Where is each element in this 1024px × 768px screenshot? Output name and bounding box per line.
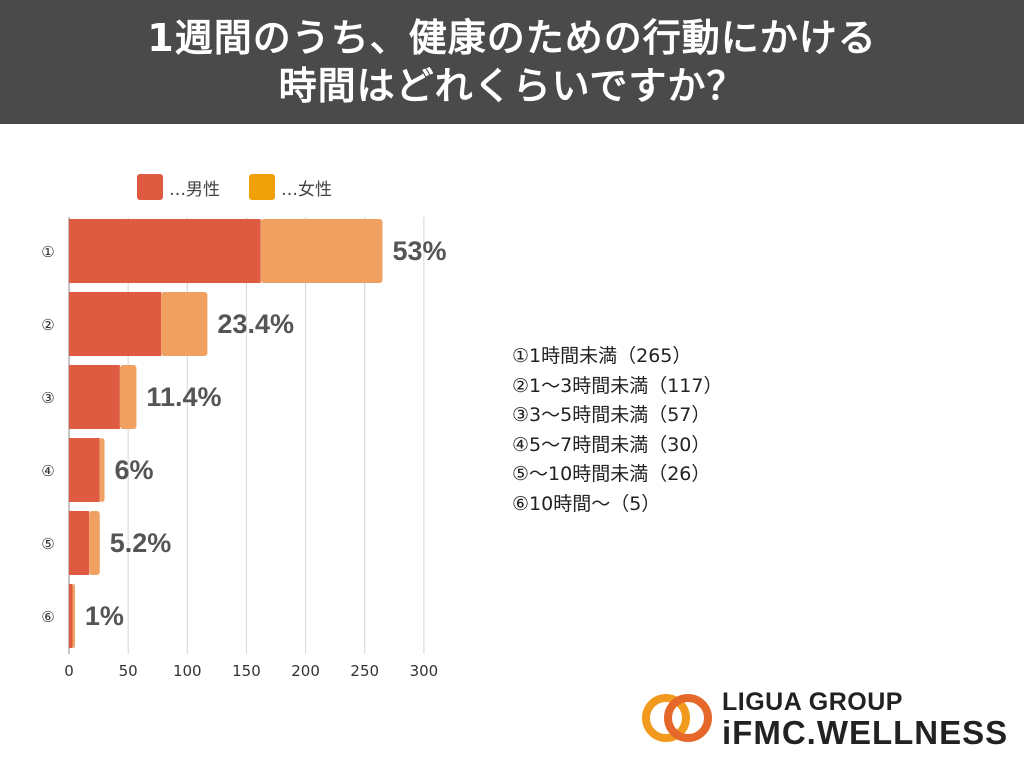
data-label: 11.4% xyxy=(146,382,221,412)
x-tick-label: 250 xyxy=(350,662,379,680)
data-label: 5.2% xyxy=(110,528,172,558)
bar-segment xyxy=(69,438,100,502)
category-label: ③ xyxy=(41,389,54,407)
note-item: ①1時間未満（265） xyxy=(512,345,692,367)
bar-segment xyxy=(69,584,73,648)
x-tick-label: 100 xyxy=(173,662,202,680)
company-logo: LIGUA GROUP iFMC.WELLNESS xyxy=(640,686,1010,751)
legend-item-male: …男性 xyxy=(137,174,220,200)
category-label: ⑤ xyxy=(41,535,54,553)
bar-segment xyxy=(161,292,208,356)
x-tick-label: 300 xyxy=(410,662,439,680)
page-title-line2: 時間はどれくらいですか？ xyxy=(278,64,746,108)
bar-segment xyxy=(69,511,90,575)
logo-line2: iFMC.WELLNESS xyxy=(722,714,1009,751)
category-label: ⑥ xyxy=(41,608,54,626)
x-tick-label: 200 xyxy=(291,662,320,680)
bar-chart: 0 50 100 150 200 250 300 ① 53% ② 23.4% ③ 11.4% ④ 6% ⑤ 5.… xyxy=(41,217,447,680)
legend-swatch-male xyxy=(137,174,163,200)
category-label: ① xyxy=(41,243,54,261)
note-item: ②1～3時間未満（117） xyxy=(512,374,723,397)
category-notes: ①1時間未満（265） ②1～3時間未満（117） ③3～5時間未満（57） ④… xyxy=(512,342,722,519)
bar-segment xyxy=(69,292,162,356)
bar-segment xyxy=(89,511,100,575)
bar-segment xyxy=(72,584,75,648)
data-label: 23.4% xyxy=(217,309,294,339)
data-label: 1% xyxy=(85,601,124,631)
note-item: ④5～7時間未満（30） xyxy=(512,433,711,456)
logo-line1: LIGUA GROUP xyxy=(722,688,903,716)
note-item: ③3～5時間未満（57） xyxy=(512,404,711,426)
category-label: ② xyxy=(41,316,54,334)
legend-label-female: …女性 xyxy=(281,179,332,200)
data-label: 53% xyxy=(392,236,446,266)
data-label: 6% xyxy=(114,455,153,485)
page-title-line1: 1週間のうち、健康のための行動にかける xyxy=(147,16,877,60)
note-item: ⑥10時間～（5） xyxy=(512,492,661,515)
bar-segment xyxy=(99,438,105,502)
x-tick-label: 0 xyxy=(64,662,74,680)
bar-segment xyxy=(260,219,383,283)
x-tick-label: 50 xyxy=(119,662,138,680)
bar-segment xyxy=(69,365,120,429)
bar-segment xyxy=(69,219,261,283)
title-banner: 1週間のうち、健康のための行動にかける 時間はどれくらいですか？ xyxy=(0,0,1024,124)
x-tick-label: 150 xyxy=(232,662,261,680)
category-label: ④ xyxy=(41,462,54,480)
legend-swatch-female xyxy=(249,174,275,200)
interlocking-rings-icon xyxy=(642,694,712,742)
bar-segment xyxy=(119,365,137,429)
legend-item-female: …女性 xyxy=(249,174,332,200)
legend-label-male: …男性 xyxy=(169,179,220,200)
note-item: ⑤～10時間未満（26） xyxy=(512,463,711,485)
